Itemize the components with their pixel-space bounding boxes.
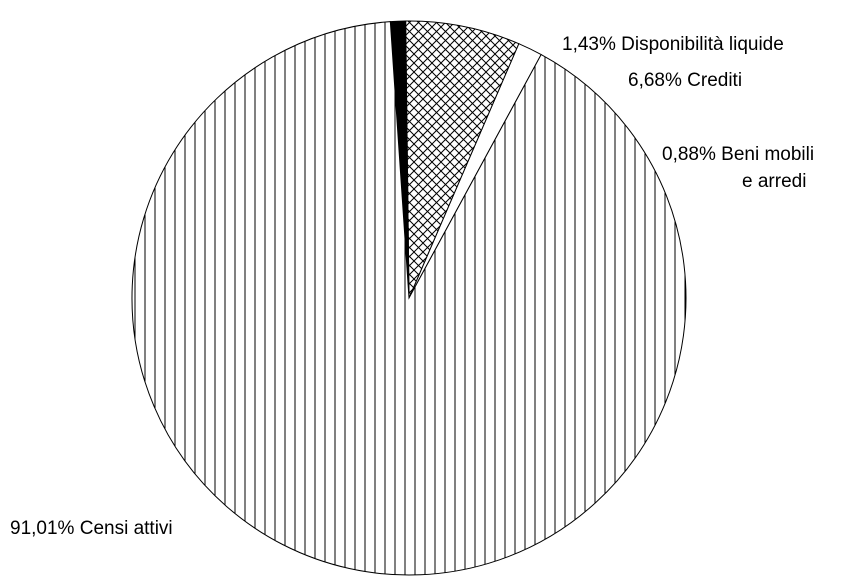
slice-label-disponibilita-liquide: 1,43% Disponibilità liquide — [562, 34, 784, 55]
slice-label-beni-mobili: 0,88% Beni mobili — [662, 144, 814, 165]
slice-label-crediti: 6,68% Crediti — [628, 70, 742, 91]
slice-label-beni-mobili-line2: e arredi — [742, 171, 806, 192]
slice-label-censi-attivi: 91,01% Censi attivi — [10, 518, 173, 539]
pie-slices — [132, 21, 686, 575]
